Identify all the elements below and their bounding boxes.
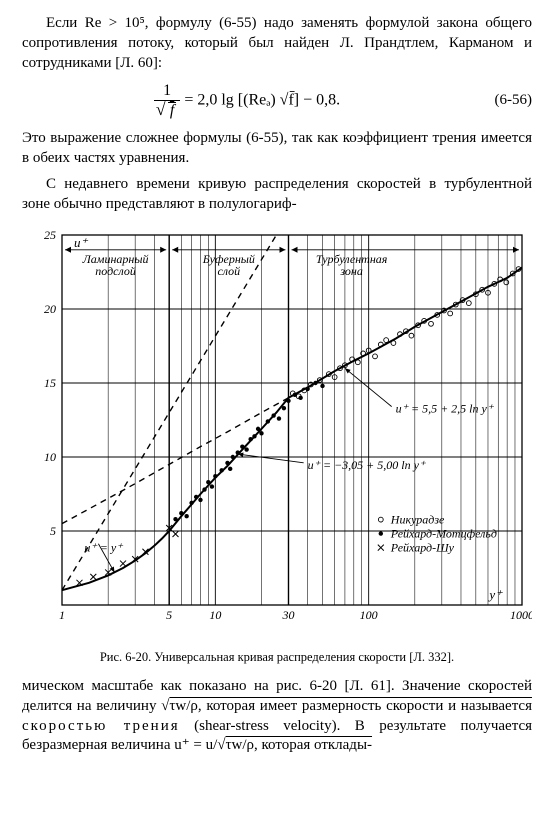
paragraph-3: С недавнего времени кривую распределения… <box>22 175 532 215</box>
svg-text:u⁺ = −3,05 + 5,00 ln y⁺: u⁺ = −3,05 + 5,00 ln y⁺ <box>308 457 427 471</box>
svg-text:зона: зона <box>339 263 362 277</box>
paragraph-4: мическом масштабе как показано на рис. 6… <box>22 677 532 756</box>
svg-text:20: 20 <box>44 302 56 316</box>
svg-text:Никурадзе: Никурадзе <box>390 512 445 526</box>
svg-text:1000: 1000 <box>510 608 532 622</box>
equation-number: (6-56) <box>472 91 532 111</box>
svg-text:u⁺ = y⁺: u⁺ = y⁺ <box>84 540 124 554</box>
svg-text:u⁺ = 5,5 + 2,5 ln y⁺: u⁺ = 5,5 + 2,5 ln y⁺ <box>396 401 495 415</box>
eq-rhs: = 2,0 lg [(Reₔ) √f̄] − 0,8. <box>184 92 340 109</box>
svg-text:30: 30 <box>281 608 294 622</box>
svg-text:y⁺: y⁺ <box>487 587 503 602</box>
p4-rad1: τw/ρ, которая имеет размерность скорости… <box>169 698 532 714</box>
equation-6-56: 1 f = 2,0 lg [(Reₔ) √f̄] − 0,8. (6-56) <box>22 83 532 119</box>
p4-rad2: τw/ρ, которая отклады- <box>226 737 373 753</box>
figure-6-20: ЛаминарныйподслойБуферныйслойТурбулентна… <box>22 223 532 643</box>
svg-text:подслой: подслой <box>95 263 136 277</box>
svg-text:слой: слой <box>217 263 240 277</box>
paragraph-1: Если Re > 10⁵, формулу (6-55) надо замен… <box>22 14 532 73</box>
svg-text:10: 10 <box>44 450 56 464</box>
svg-text:1: 1 <box>59 608 65 622</box>
svg-text:25: 25 <box>44 228 56 242</box>
svg-text:10: 10 <box>209 608 221 622</box>
svg-text:5: 5 <box>50 524 56 538</box>
figure-caption: Рис. 6-20. Универсальная кривая распреде… <box>22 649 532 666</box>
svg-text:100: 100 <box>360 608 378 622</box>
svg-text:u⁺: u⁺ <box>74 235 89 250</box>
svg-text:Рейхард-Мотцфельд: Рейхард-Мотцфельд <box>390 526 497 540</box>
svg-text:15: 15 <box>44 376 56 390</box>
svg-text:5: 5 <box>166 608 172 622</box>
equation-expression: 1 f = 2,0 lg [(Reₔ) √f̄] − 0,8. <box>22 83 472 119</box>
velocity-profile-chart: ЛаминарныйподслойБуферныйслойТурбулентна… <box>22 223 532 643</box>
paragraph-2: Это выражение сложнее формулы (6-55), та… <box>22 129 532 169</box>
p4-term: скоростью трения <box>22 718 180 734</box>
svg-text:Рейхард-Шу: Рейхард-Шу <box>390 540 455 554</box>
